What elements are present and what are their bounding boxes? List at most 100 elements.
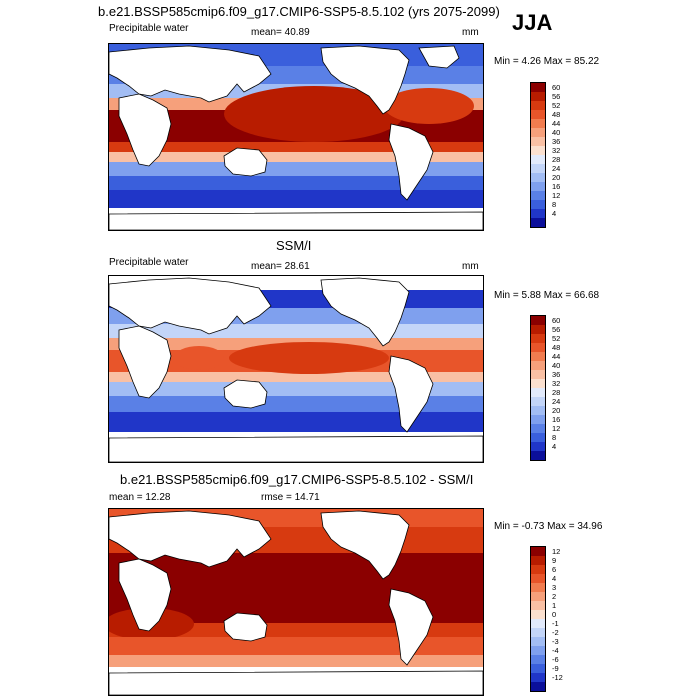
colorbar-swatch	[531, 664, 545, 673]
colorbar-label: 40	[552, 128, 561, 137]
colorbar-swatch	[531, 388, 545, 397]
colorbar-label: 4	[552, 442, 557, 451]
colorbar-label: 1	[552, 601, 557, 610]
colorbar-swatch	[531, 316, 545, 325]
colorbar-swatch	[531, 110, 545, 119]
colorbar-swatch	[531, 218, 545, 227]
map-obs-field	[109, 276, 483, 462]
map-model-field	[109, 44, 483, 230]
colorbar-label: 44	[552, 352, 561, 361]
colorbar-label: 4	[552, 574, 557, 583]
colorbar-swatch	[531, 325, 545, 334]
colorbar-label: -12	[552, 673, 563, 682]
colorbar-label: 12	[552, 424, 561, 433]
colorbar-swatch	[531, 601, 545, 610]
colorbar-label: 52	[552, 334, 561, 343]
colorbar-swatch	[531, 343, 545, 352]
colorbar-label: 4	[552, 209, 557, 218]
panel-rmse-label: rmse = 14.71	[261, 492, 320, 503]
colorbar-swatch	[531, 592, 545, 601]
colorbar-swatch	[531, 119, 545, 128]
colorbar-label: 36	[552, 370, 561, 379]
colorbar-model	[530, 82, 546, 228]
panel-minmax: Min = 4.26 Max = 85.22	[494, 56, 600, 67]
colorbar-label: 56	[552, 92, 561, 101]
colorbar-swatch	[531, 583, 545, 592]
colorbar-label: 56	[552, 325, 561, 334]
colorbar-label: 0	[552, 610, 557, 619]
colorbar-swatch	[531, 191, 545, 200]
colorbar-swatch	[531, 200, 545, 209]
colorbar-label: -1	[552, 619, 559, 628]
colorbar-swatch	[531, 451, 545, 460]
panel-title: b.e21.BSSP585cmip6.f09_g17.CMIP6-SSP5-8.…	[120, 472, 474, 487]
panel-mean-label: mean= 28.61	[251, 261, 310, 272]
colorbar-swatch	[531, 565, 545, 574]
colorbar-diff	[530, 546, 546, 692]
colorbar-swatch	[531, 406, 545, 415]
colorbar-swatch	[531, 415, 545, 424]
colorbar-label: 9	[552, 556, 557, 565]
colorbar-label: 60	[552, 316, 561, 325]
colorbar-swatch	[531, 397, 545, 406]
colorbar-swatch	[531, 209, 545, 218]
colorbar-swatch	[531, 83, 545, 92]
panel-units-label: mm	[462, 27, 479, 38]
panel-units-label: mm	[462, 261, 479, 272]
colorbar-label: 8	[552, 433, 557, 442]
colorbar-label: -2	[552, 628, 559, 637]
colorbar-swatch	[531, 137, 545, 146]
colorbar-label: -6	[552, 655, 559, 664]
colorbar-label: 44	[552, 119, 561, 128]
colorbar-swatch	[531, 442, 545, 451]
panel-mean-label: mean= 40.89	[251, 27, 310, 38]
colorbar-swatch	[531, 92, 545, 101]
colorbar-label: 3	[552, 583, 557, 592]
colorbar-label: -4	[552, 646, 559, 655]
colorbar-label: 20	[552, 406, 561, 415]
colorbar-label: 52	[552, 101, 561, 110]
panel-title: SSM/I	[276, 238, 312, 253]
colorbar-swatch	[531, 101, 545, 110]
colorbar-swatch	[531, 146, 545, 155]
colorbar-label: 8	[552, 200, 557, 209]
colorbar-swatch	[531, 673, 545, 682]
colorbar-swatch	[531, 155, 545, 164]
colorbar-swatch	[531, 361, 545, 370]
colorbar-swatch	[531, 682, 545, 691]
map-diff-field	[109, 509, 483, 695]
colorbar-label: 40	[552, 361, 561, 370]
colorbar-swatch	[531, 646, 545, 655]
colorbar-label: 60	[552, 83, 561, 92]
colorbar-label: 12	[552, 547, 561, 556]
colorbar-swatch	[531, 619, 545, 628]
colorbar-swatch	[531, 637, 545, 646]
colorbar-label: 28	[552, 155, 561, 164]
colorbar-swatch	[531, 655, 545, 664]
colorbar-swatch	[531, 182, 545, 191]
colorbar-label: 24	[552, 164, 561, 173]
colorbar-swatch	[531, 628, 545, 637]
panel-variable-label: Precipitable water	[109, 257, 189, 268]
colorbar-label: 48	[552, 110, 561, 119]
colorbar-swatch	[531, 610, 545, 619]
colorbar-label: 36	[552, 137, 561, 146]
colorbar-swatch	[531, 352, 545, 361]
colorbar-swatch	[531, 164, 545, 173]
colorbar-label: -9	[552, 664, 559, 673]
colorbar-obs	[530, 315, 546, 461]
panel-minmax: Min = 5.88 Max = 66.68	[494, 290, 600, 301]
colorbar-label: 28	[552, 388, 561, 397]
colorbar-swatch	[531, 173, 545, 182]
colorbar-label: 32	[552, 379, 561, 388]
colorbar-label: 32	[552, 146, 561, 155]
colorbar-label: 12	[552, 191, 561, 200]
colorbar-label: 16	[552, 182, 561, 191]
colorbar-swatch	[531, 370, 545, 379]
colorbar-label: 16	[552, 415, 561, 424]
colorbar-label: -3	[552, 637, 559, 646]
map-model	[108, 43, 484, 231]
colorbar-swatch	[531, 574, 545, 583]
colorbar-label: 24	[552, 397, 561, 406]
colorbar-swatch	[531, 128, 545, 137]
